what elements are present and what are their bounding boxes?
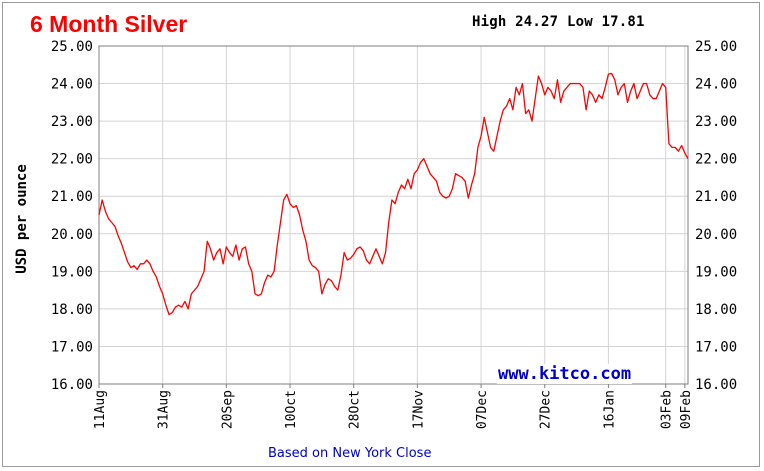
low-value: 17.81 [601, 14, 645, 30]
x-tick-label: 20Sep [220, 390, 235, 429]
y-axis-ticks: 16.00 16.00 17.00 17.00 18.00 18.00 19.00 19.00… [51, 39, 737, 393]
x-tick-label: 27Dec [539, 390, 554, 429]
x-tick-label: 03Feb [660, 390, 675, 429]
y-tick-label-left: 16.00 [51, 377, 93, 393]
y-tick-label-right: 21.00 [695, 189, 737, 205]
y-tick-label-left: 23.00 [51, 114, 93, 130]
x-tick-label: 11Aug [93, 390, 108, 429]
silver-price-line [98, 72, 689, 316]
high-low-readout: High 24.27 Low 17.81 [472, 14, 645, 30]
y-tick-label-right: 18.00 [695, 302, 737, 318]
x-axis-ticks: 11Aug 31Aug 20Sep 10Oct 28Oct 17Nov 07Dec 27Dec… [93, 384, 694, 429]
low-label: Low [566, 14, 593, 30]
y-tick-label-left: 25.00 [51, 39, 93, 55]
x-tick-label: 10Oct [284, 390, 299, 429]
x-tick-label: 28Oct [348, 390, 363, 429]
x-tick-label: 09Feb [679, 390, 694, 429]
series-layer [98, 72, 689, 316]
y-tick-label-right: 20.00 [695, 227, 737, 243]
x-tick-label: 07Dec [475, 390, 490, 429]
kitco-watermark: www.kitco.com [497, 364, 633, 384]
y-tick-label-right: 19.00 [695, 264, 737, 280]
footer-note: Based on New York Close [268, 446, 432, 461]
y-tick-label-right: 22.00 [695, 152, 737, 168]
y-tick-label-right: 16.00 [695, 377, 737, 393]
high-value: 24.27 [515, 14, 559, 30]
y-tick-label-right: 25.00 [695, 39, 737, 55]
chart-frame [2, 2, 760, 467]
y-tick-label-left: 19.00 [51, 264, 93, 280]
y-tick-label-left: 21.00 [51, 189, 93, 205]
y-tick-label-right: 17.00 [695, 339, 737, 355]
y-tick-label-right: 23.00 [695, 114, 737, 130]
chart-title: 6 Month Silver [30, 11, 188, 37]
y-tick-label-left: 17.00 [51, 339, 93, 355]
y-tick-label-left: 18.00 [51, 302, 93, 318]
high-label: High [472, 14, 507, 30]
y-axis-label: USD per ounce [14, 164, 30, 274]
x-tick-label: 31Aug [157, 390, 172, 429]
y-tick-label-left: 20.00 [51, 227, 93, 243]
y-tick-label-left: 24.00 [51, 77, 93, 93]
x-tick-label: 16Jan [602, 390, 617, 429]
y-tick-label-left: 22.00 [51, 152, 93, 168]
y-tick-label-right: 24.00 [695, 77, 737, 93]
x-tick-label: 17Nov [411, 390, 426, 429]
